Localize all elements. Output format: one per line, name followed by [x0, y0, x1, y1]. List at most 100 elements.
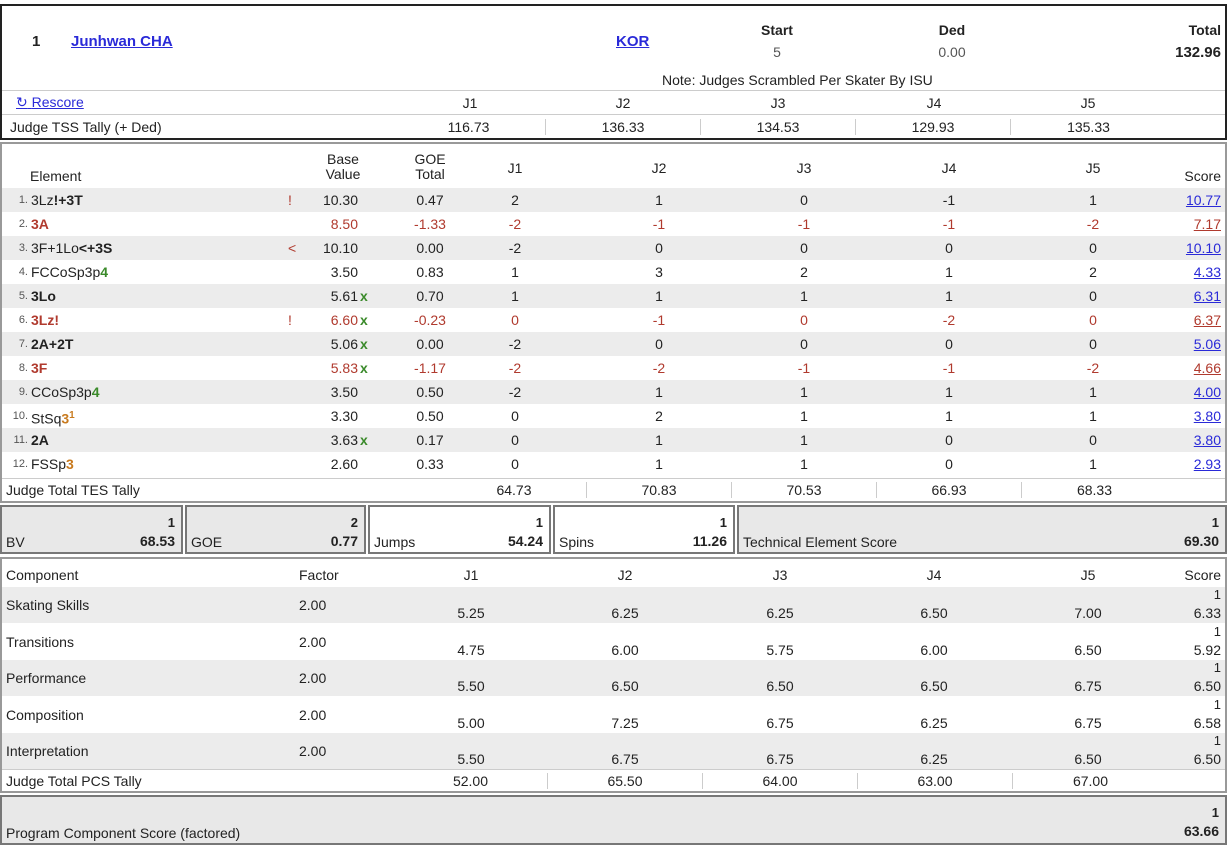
rescore-link[interactable]: ↻ Rescore — [16, 94, 84, 111]
table-row: 2. 3A 8.50 -1.33 -2 -1 -1 -1 -2 7.17 — [2, 212, 1225, 236]
pcs-total-rank: 1 — [1211, 805, 1219, 820]
judge-goe: 1 — [945, 384, 953, 400]
judge-goe: 0 — [511, 432, 519, 448]
judge-goe: 1 — [800, 288, 808, 304]
judge-goe: -1 — [942, 216, 956, 232]
element-score-link[interactable]: 10.10 — [1185, 240, 1221, 256]
component-rank: 1 — [1213, 733, 1221, 748]
judge-goe: 2 — [1089, 264, 1097, 280]
component-score: 6.58 — [1193, 714, 1221, 731]
element-score-link[interactable]: 6.37 — [1193, 312, 1221, 328]
nation-link[interactable]: KOR — [616, 33, 650, 50]
element-code: 2A+2T — [31, 332, 73, 356]
component-rank: 1 — [1213, 623, 1221, 639]
base-header-line2: Value — [325, 166, 361, 182]
rank: 1 — [32, 33, 41, 50]
factor-header: Factor — [299, 567, 339, 583]
judge-goe: 1 — [945, 408, 953, 424]
bv-label: BV — [6, 534, 25, 550]
jumps-label: Jumps — [374, 534, 416, 550]
element-number: 8. — [18, 362, 28, 374]
judge-goe: 0 — [1089, 288, 1097, 304]
judge-mark: 6.50 — [920, 678, 948, 694]
pcs-tally-value: 65.50 — [548, 773, 703, 789]
judge-goe: -1 — [652, 216, 666, 232]
table-row: 12. FSSp3 2.60 0.33 0 1 1 0 1 2.93 — [2, 452, 1225, 476]
component-name: Skating Skills — [6, 597, 90, 613]
judge-mark: 6.50 — [611, 678, 639, 694]
judge-goe: 0 — [945, 432, 953, 448]
element-code-suffix: 4 — [100, 264, 109, 280]
element-score-link[interactable]: 2.93 — [1193, 456, 1221, 472]
judge-label: J1 — [462, 95, 478, 111]
judge-mark: 5.50 — [457, 751, 485, 767]
pcs-total-value: 63.66 — [1183, 823, 1219, 839]
element-score-link[interactable]: 4.00 — [1193, 384, 1221, 400]
info-flag: ! — [288, 192, 292, 208]
judge-header: J5 — [1080, 567, 1096, 583]
judge-header: J3 — [772, 567, 788, 583]
element-code-base: 3Lz — [31, 192, 54, 208]
judge-header: J3 — [796, 160, 812, 176]
pcs-tally-value: 64.00 — [703, 773, 858, 789]
skater-name-link[interactable]: Junhwan CHA — [71, 33, 173, 50]
element-score-link[interactable]: 4.66 — [1193, 360, 1221, 376]
component-score: 6.33 — [1193, 605, 1221, 621]
element-score-link[interactable]: 3.80 — [1193, 408, 1221, 424]
judge-goe: 2 — [800, 264, 808, 280]
judge-mark: 6.25 — [920, 714, 948, 731]
component-rank: 1 — [1213, 660, 1221, 675]
judge-mark: 6.75 — [766, 714, 794, 731]
judge-header: J2 — [617, 567, 633, 583]
judge-header: J4 — [926, 567, 942, 583]
judge-goe: 1 — [655, 384, 663, 400]
components-table: Component Factor J1 J2 J3 J4 J5 Score Sk… — [0, 557, 1227, 793]
element-number: 10. — [12, 410, 28, 422]
component-row: Interpretation 2.00 5.50 6.75 6.75 6.25 6.50 1 6… — [2, 733, 1225, 769]
base-value: 10.10 — [322, 240, 358, 256]
tes-tally-label: Judge Total TES Tally — [6, 482, 140, 498]
judge-goe: 1 — [800, 432, 808, 448]
tes-tally-value: 66.93 — [877, 482, 1022, 498]
judge-goe: -2 — [508, 216, 522, 232]
element-code-base: 3A — [31, 216, 49, 232]
judge-mark: 6.75 — [766, 751, 794, 767]
goe-total-header: GOE Total — [405, 152, 455, 182]
judge-header: J4 — [941, 160, 957, 176]
judge-goe: 0 — [1089, 240, 1097, 256]
element-code: FSSp3 — [31, 452, 74, 476]
element-code-base: 3F+1Lo — [31, 240, 79, 256]
tss-row: Judge TSS Tally (+ Ded) 116.73 136.33 13… — [2, 114, 1225, 138]
base-value: 3.30 — [330, 408, 358, 424]
bv-rank: 1 — [167, 515, 175, 530]
judge-mark: 6.25 — [920, 751, 948, 767]
component-row: Composition 2.00 5.00 7.25 6.75 6.25 6.75 1 6.58 — [2, 697, 1225, 733]
judge-mark: 6.00 — [611, 641, 639, 658]
judge-goe: 0 — [655, 240, 663, 256]
judge-label: J3 — [770, 95, 786, 111]
component-factor: 2.00 — [299, 597, 327, 613]
judge-mark: 5.75 — [766, 641, 794, 658]
judge-goe: -2 — [508, 336, 522, 352]
table-row: 8. 3F 5.83 x -1.17 -2 -2 -1 -1 -2 4.66 — [2, 356, 1225, 380]
element-code-base: 2A — [31, 432, 49, 448]
base-header-line1: Base — [327, 151, 359, 167]
element-score-link[interactable]: 5.06 — [1193, 336, 1221, 352]
ded-label: Ded — [938, 22, 966, 38]
judge-label: J2 — [615, 95, 631, 111]
element-number: 11. — [13, 434, 28, 446]
element-score-link[interactable]: 3.80 — [1193, 432, 1221, 448]
component-row: Transitions 2.00 4.75 6.00 5.75 6.00 6.50 1 5.92 — [2, 624, 1225, 660]
judge-goe: 1 — [1089, 456, 1097, 472]
element-score-link[interactable]: 4.33 — [1193, 264, 1221, 280]
tes-rank: 1 — [1211, 515, 1219, 530]
element-score-link[interactable]: 7.17 — [1193, 216, 1221, 232]
element-score-link[interactable]: 6.31 — [1193, 288, 1221, 304]
goe-total: -0.23 — [414, 312, 446, 328]
spins-value: 11.26 — [692, 533, 727, 549]
component-rank: 1 — [1213, 587, 1221, 602]
refresh-icon: ↻ — [16, 94, 28, 110]
element-score-link[interactable]: 10.77 — [1185, 192, 1221, 208]
judge-mark: 6.25 — [766, 605, 794, 621]
element-code: 3Lz!+3T — [31, 188, 83, 212]
